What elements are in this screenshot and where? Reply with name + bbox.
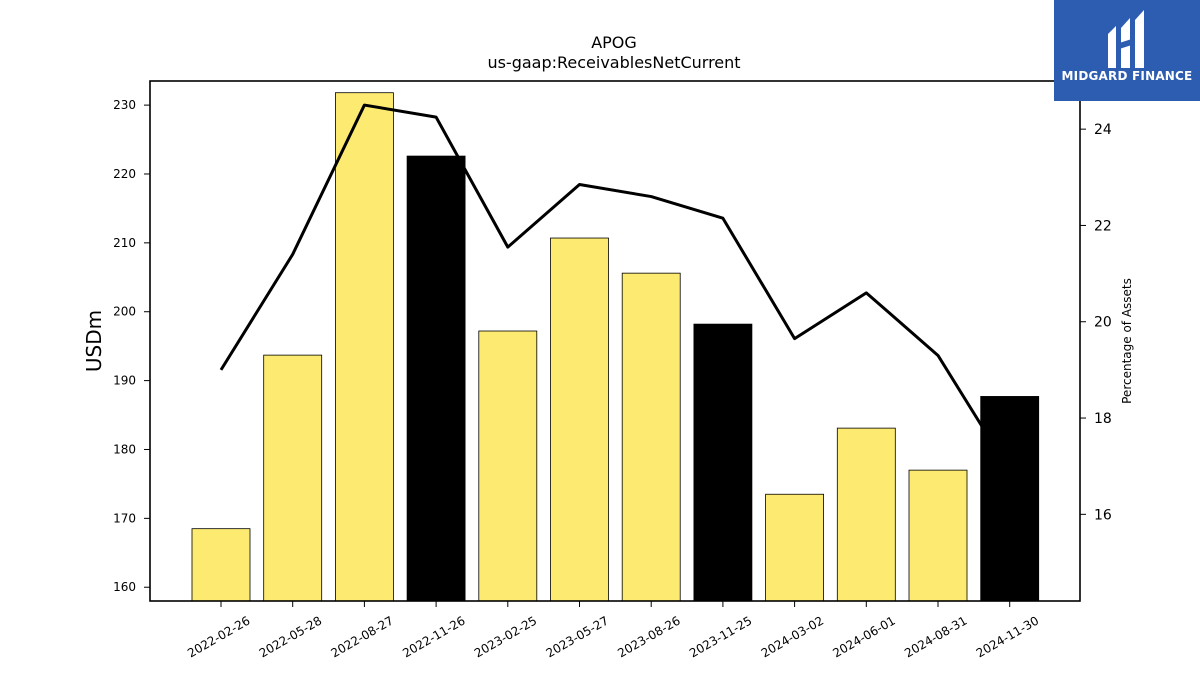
x-tick-label: 2024-03-02	[759, 613, 826, 660]
y-tick-label: 210	[113, 236, 136, 250]
y-tick-label: 190	[113, 374, 136, 388]
chart-subtitle: us-gaap:ReceivablesNetCurrent	[487, 53, 740, 72]
bar	[334, 92, 394, 602]
bar	[980, 396, 1040, 602]
y-axis-label: USDm	[82, 310, 106, 372]
x-tick-label: 2022-11-26	[400, 613, 467, 660]
y2-tick-label: 16	[1094, 507, 1112, 523]
brand-logo: MIDGARD FINANCE	[1054, 0, 1200, 101]
bar	[191, 528, 251, 602]
bar	[693, 323, 753, 602]
y2-tick-label: 24	[1094, 122, 1112, 138]
y-tick-label: 220	[113, 167, 136, 181]
bar-series	[191, 92, 1040, 602]
x-tick-label: 2023-02-25	[472, 613, 539, 660]
plot-frame	[149, 80, 1081, 602]
bar	[406, 155, 466, 602]
x-tick-label: 2022-02-26	[185, 613, 252, 660]
brand-mark-icon	[1108, 10, 1144, 68]
x-tick-label: 2022-08-27	[328, 613, 395, 660]
y-tick-label: 160	[113, 580, 136, 594]
y2-axis-label: Percentage of Assets	[1120, 278, 1134, 404]
x-tick-label: 2024-06-01	[830, 613, 897, 660]
x-tick-label: 2024-11-30	[974, 613, 1041, 660]
y2-tick-label: 20	[1094, 315, 1112, 331]
bar	[621, 272, 681, 602]
y-tick-label: 180	[113, 442, 136, 456]
bar	[263, 354, 323, 602]
brand-name: MIDGARD FINANCE	[1061, 69, 1193, 83]
y-tick-label: 230	[113, 98, 136, 112]
y2-tick-label: 22	[1094, 218, 1112, 234]
bar	[908, 469, 968, 602]
x-tick-label: 2024-08-31	[902, 613, 969, 660]
line-path	[219, 103, 1011, 472]
y-tick-label: 200	[113, 305, 136, 319]
bar	[478, 330, 538, 602]
x-tick-label: 2023-11-25	[687, 613, 754, 660]
y2-tick-label: 18	[1094, 411, 1112, 427]
bar	[550, 237, 609, 602]
x-tick-label: 2022-05-28	[257, 613, 324, 660]
bar	[765, 493, 824, 602]
line-series	[219, 103, 1011, 472]
x-tick-label: 2023-05-27	[544, 613, 611, 660]
bar	[836, 427, 896, 602]
x-tick-label: 2023-08-26	[615, 613, 682, 660]
chart-title: APOG	[591, 33, 637, 52]
y-tick-label: 170	[113, 511, 136, 525]
